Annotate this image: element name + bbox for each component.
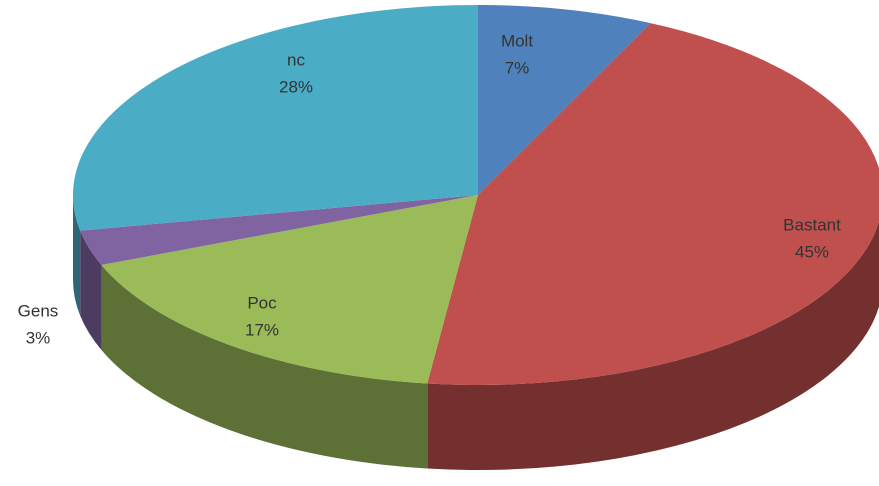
- slice: [72, 5, 478, 231]
- slice-label-name: Molt: [501, 31, 533, 50]
- slice: [478, 5, 651, 195]
- slice-label-value: 7%: [505, 58, 530, 77]
- slice-label-value: 17%: [245, 320, 279, 339]
- slice: [427, 23, 879, 385]
- slice-side: [427, 221, 879, 470]
- slice-label-name: Poc: [247, 293, 277, 312]
- slice: [80, 195, 479, 265]
- slice-label-name: Gens: [18, 301, 59, 320]
- slice: [101, 195, 478, 384]
- slice-label-name: nc: [287, 50, 305, 69]
- slice-side: [101, 264, 428, 469]
- slice-side: [72, 195, 81, 316]
- slice-label-name: Bastant: [783, 215, 841, 234]
- slice-side: [80, 230, 102, 350]
- slice-label-value: 3%: [26, 328, 51, 347]
- slice-label-value: 45%: [795, 242, 829, 261]
- slice-label-value: 28%: [279, 77, 313, 96]
